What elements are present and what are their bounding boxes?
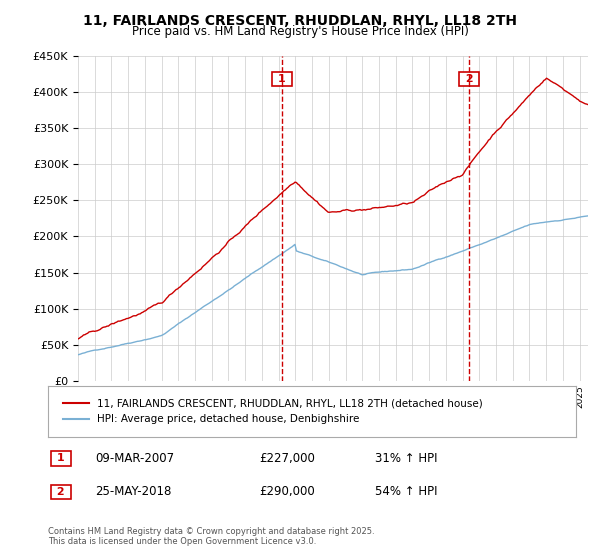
Legend: 11, FAIRLANDS CRESCENT, RHUDDLAN, RHYL, LL18 2TH (detached house), HPI: Average : 11, FAIRLANDS CRESCENT, RHUDDLAN, RHYL, … xyxy=(58,395,487,428)
Text: Price paid vs. HM Land Registry's House Price Index (HPI): Price paid vs. HM Land Registry's House … xyxy=(131,25,469,38)
Text: 31% ↑ HPI: 31% ↑ HPI xyxy=(376,452,438,465)
Text: £227,000: £227,000 xyxy=(259,452,315,465)
Text: 11, FAIRLANDS CRESCENT, RHUDDLAN, RHYL, LL18 2TH: 11, FAIRLANDS CRESCENT, RHUDDLAN, RHYL, … xyxy=(83,14,517,28)
Text: 2: 2 xyxy=(53,487,69,497)
Text: Contains HM Land Registry data © Crown copyright and database right 2025.
This d: Contains HM Land Registry data © Crown c… xyxy=(48,526,374,546)
Text: £290,000: £290,000 xyxy=(259,486,315,498)
Text: 54% ↑ HPI: 54% ↑ HPI xyxy=(376,486,438,498)
Text: 2: 2 xyxy=(461,74,477,84)
Text: 25-MAY-2018: 25-MAY-2018 xyxy=(95,486,172,498)
Text: 1: 1 xyxy=(274,74,290,84)
Text: 09-MAR-2007: 09-MAR-2007 xyxy=(95,452,175,465)
Text: 1: 1 xyxy=(53,454,69,464)
